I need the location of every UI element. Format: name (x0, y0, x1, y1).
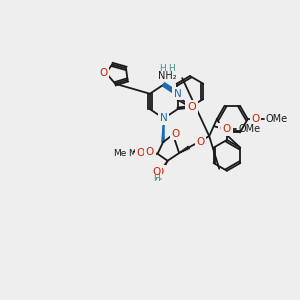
Text: Me: Me (113, 148, 127, 158)
Text: O: O (136, 148, 145, 158)
Polygon shape (162, 161, 168, 169)
Text: N: N (174, 89, 182, 99)
Text: OMe: OMe (266, 114, 287, 124)
Text: NH₂: NH₂ (158, 71, 176, 81)
Text: Me: Me (129, 148, 142, 158)
Text: O: O (196, 137, 205, 147)
Text: O: O (251, 114, 260, 124)
Text: H: H (159, 64, 166, 73)
Text: O: O (100, 68, 108, 78)
Text: H: H (168, 64, 175, 73)
Text: OMe: OMe (238, 124, 261, 134)
Text: H: H (154, 174, 160, 183)
Text: N: N (160, 113, 168, 123)
Text: O: O (136, 148, 145, 158)
Text: O: O (156, 167, 164, 176)
Text: O: O (146, 147, 154, 157)
Text: O: O (171, 129, 179, 139)
Text: O: O (153, 167, 161, 176)
Polygon shape (162, 118, 164, 142)
Text: H: H (155, 172, 162, 182)
Text: O: O (187, 102, 196, 112)
Text: O: O (220, 124, 228, 134)
Text: O: O (223, 124, 231, 134)
